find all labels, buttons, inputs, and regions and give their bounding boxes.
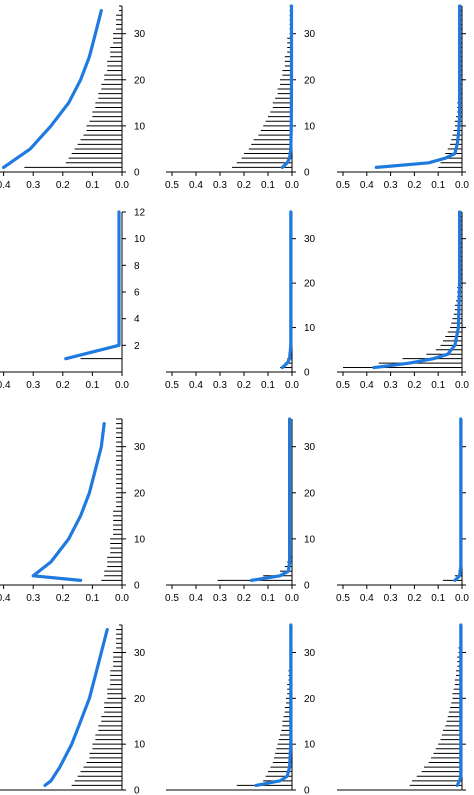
panel-1-3-xtick-label: 0.4 <box>360 180 374 191</box>
panel-2-1-ytick-label: 8 <box>134 261 140 272</box>
panel-4-2-curve <box>254 623 293 788</box>
panel-1-1-ytick-label: 20 <box>134 75 146 86</box>
panel-2-1-ytick-label: 4 <box>134 314 140 325</box>
panel-2-2-xtick-label: 0.4 <box>189 380 203 391</box>
panel-3-2-xtick-label: 0.4 <box>189 593 203 604</box>
panel-1-2-ytick-label: 0 <box>304 168 310 179</box>
panel-3-2-xtick-label: 0.1 <box>261 593 275 604</box>
panel-3-1-curve <box>31 422 106 583</box>
panel-1-2-xtick-label: 0.4 <box>189 180 203 191</box>
panel-3-3-xtick-label: 0.4 <box>360 593 374 604</box>
panel-2-3-xtick-label: 0.0 <box>455 380 469 391</box>
panel-1-2-curve <box>280 4 294 169</box>
panel-1-3-xtick-label: 0.3 <box>384 180 398 191</box>
panel-1-3-xtick-label: 0.2 <box>407 180 421 191</box>
panel-1-2-xtick-label: 0.1 <box>261 180 275 191</box>
panel-2-2-xtick-label: 0.1 <box>261 380 275 391</box>
panel-1-1-xtick-label: 0.2 <box>56 180 70 191</box>
panel-1-2-xtick-label: 0.2 <box>237 180 251 191</box>
panel-3-3-xtick-label: 0.1 <box>431 593 445 604</box>
panel-1-2-ytick-label: 10 <box>304 121 316 132</box>
panel-2-2-curve <box>280 210 293 370</box>
panel-2-1-ytick-label: 12 <box>134 208 146 219</box>
panel-2-1-xtick-label: 0.2 <box>56 380 70 391</box>
panel-3-3-xtick-label: 0.0 <box>455 593 469 604</box>
panel-2-1-ytick-label: 2 <box>134 341 140 352</box>
panel-3-2-ytick-label: 20 <box>304 488 316 499</box>
panel-3-2-curve <box>249 417 292 583</box>
panel-1-2-xtick-label: 0.5 <box>165 180 179 191</box>
panel-4-2-ytick-label: 10 <box>304 740 316 751</box>
panel-2-1-xtick-label: 0.4 <box>0 380 11 391</box>
panel-3-2-xtick-label: 0.5 <box>165 593 179 604</box>
panel-1-3-xtick-label: 0.0 <box>455 180 469 191</box>
panel-1-3-xtick-label: 0.5 <box>336 180 350 191</box>
panel-1-1-xtick-label: 0.4 <box>0 180 11 191</box>
panel-4-2-ytick-label: 0 <box>304 786 310 795</box>
panel-1-2-xtick-label: 0.3 <box>213 180 227 191</box>
panel-1-2-xtick-label: 0.0 <box>285 180 299 191</box>
panel-3-1-xtick-label: 0.3 <box>26 593 40 604</box>
panel-3-1-xtick-label: 0.1 <box>85 593 99 604</box>
panel-3-1-ytick-label: 0 <box>134 581 140 592</box>
panel-3-2-xtick-label: 0.2 <box>237 593 251 604</box>
panel-4-1-ytick-label: 30 <box>134 648 146 659</box>
panel-4-1-curve <box>43 627 109 788</box>
panel-1-3-curve <box>374 4 462 169</box>
panel-2-2-xtick-label: 0.5 <box>165 380 179 391</box>
panel-2-1-curve <box>64 210 121 361</box>
panel-2-3-xtick-label: 0.3 <box>384 380 398 391</box>
panel-3-2-ytick-label: 10 <box>304 534 316 545</box>
panel-1-1-ytick-label: 10 <box>134 121 146 132</box>
panel-2-1-xtick-label: 0.1 <box>85 380 99 391</box>
panel-4-1-ytick-label: 0 <box>134 786 140 795</box>
panel-3-1-xtick-label: 0.2 <box>56 593 70 604</box>
panel-3-3-xtick-label: 0.5 <box>336 593 350 604</box>
panel-2-3-curve <box>372 210 462 370</box>
panel-2-2-xtick-label: 0.0 <box>285 380 299 391</box>
panel-1-1-ytick-label: 30 <box>134 29 146 40</box>
panel-2-2-xtick-label: 0.3 <box>213 380 227 391</box>
panel-4-1-ytick-label: 10 <box>134 740 146 751</box>
panel-4-1-ytick-label: 20 <box>134 694 146 705</box>
panel-2-1-ytick-label: 10 <box>134 234 146 245</box>
panel-2-3-xtick-label: 0.5 <box>336 380 350 391</box>
panel-3-1-ytick-label: 30 <box>134 442 146 453</box>
panel-2-1-xtick-label: 0.0 <box>115 380 129 391</box>
panel-1-1-xtick-label: 0.1 <box>85 180 99 191</box>
panel-3-2-ytick-label: 0 <box>304 581 310 592</box>
panel-1-1-xtick-label: 0.3 <box>26 180 40 191</box>
panel-2-2-ytick-label: 20 <box>304 279 316 290</box>
panel-2-2-ytick-label: 10 <box>304 323 316 334</box>
panel-3-2-ytick-label: 30 <box>304 442 316 453</box>
panel-3-1-ytick-label: 20 <box>134 488 146 499</box>
panel-2-3-xtick-label: 0.2 <box>407 380 421 391</box>
panel-3-2-xtick-label: 0.0 <box>285 593 299 604</box>
panel-4-2-ytick-label: 20 <box>304 694 316 705</box>
panel-1-1-curve <box>1 9 103 169</box>
panel-3-3-xtick-label: 0.3 <box>384 593 398 604</box>
panel-3-3-curve <box>453 417 463 583</box>
panel-2-1-ytick-label: 6 <box>134 288 140 299</box>
panel-2-3-xtick-label: 0.4 <box>360 380 374 391</box>
panel-1-1-ytick-label: 0 <box>134 168 140 179</box>
panel-2-2-ytick-label: 0 <box>304 368 310 379</box>
panel-1-2-ytick-label: 20 <box>304 75 316 86</box>
panel-2-1-xtick-label: 0.3 <box>26 380 40 391</box>
panel-3-1-xtick-label: 0.0 <box>115 593 129 604</box>
panel-3-3-xtick-label: 0.2 <box>407 593 421 604</box>
panel-2-2-ytick-label: 30 <box>304 234 316 245</box>
panel-1-1-xtick-label: 0.0 <box>115 180 129 191</box>
panel-2-2-xtick-label: 0.2 <box>237 380 251 391</box>
panel-2-3-xtick-label: 0.1 <box>431 380 445 391</box>
panel-3-1-ytick-label: 10 <box>134 534 146 545</box>
panel-1-3-xtick-label: 0.1 <box>431 180 445 191</box>
panel-3-1-xtick-label: 0.4 <box>0 593 11 604</box>
panel-3-2-xtick-label: 0.3 <box>213 593 227 604</box>
panel-4-2-ytick-label: 30 <box>304 648 316 659</box>
panel-4-3-curve <box>455 623 463 788</box>
panel-1-2-ytick-label: 30 <box>304 29 316 40</box>
